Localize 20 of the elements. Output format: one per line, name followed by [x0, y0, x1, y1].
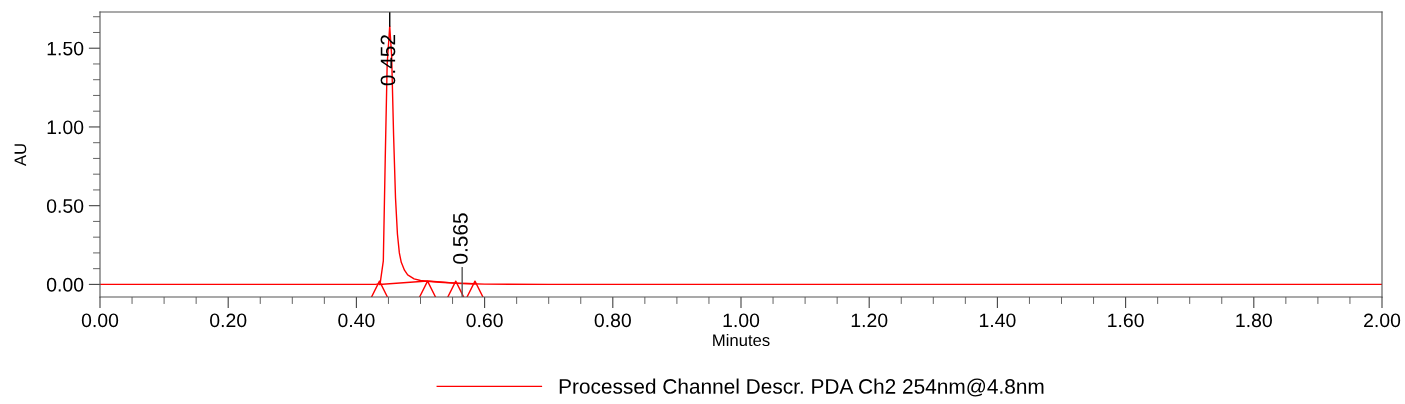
- y-tick-label: 0.50: [46, 199, 84, 213]
- y-tick-label: 1.50: [47, 41, 84, 56]
- annotation: 0.565: [453, 213, 468, 264]
- text: Processed Channel Descr. PDA Ch2 254nm@4.8nm: [559, 378, 1044, 397]
- x-tick-label: 1.20: [851, 313, 888, 328]
- x-tick-label: 1.40: [979, 313, 1016, 328]
- x-tick-label: 0.20: [210, 313, 247, 328]
- x-tick-label: 1.60: [1108, 313, 1144, 328]
- x-tick-label: 1.00: [723, 313, 760, 328]
- annotation: 0.452: [380, 35, 396, 86]
- y-tick-label: 1.00: [47, 120, 84, 135]
- y-tick-label: 0.00: [46, 277, 84, 292]
- x-tick-label: 0.60: [466, 313, 503, 328]
- x-tick-label: 0.40: [338, 313, 375, 328]
- x-tick-label: 1.80: [1236, 313, 1272, 328]
- y-axis-title: AU: [14, 144, 27, 167]
- x-tick-label: 0.80: [594, 313, 631, 328]
- x-axis-title: Minutes: [713, 333, 770, 347]
- x-tick-label: 0.00: [81, 313, 119, 328]
- x-tick-label: 2.00: [1364, 313, 1401, 328]
